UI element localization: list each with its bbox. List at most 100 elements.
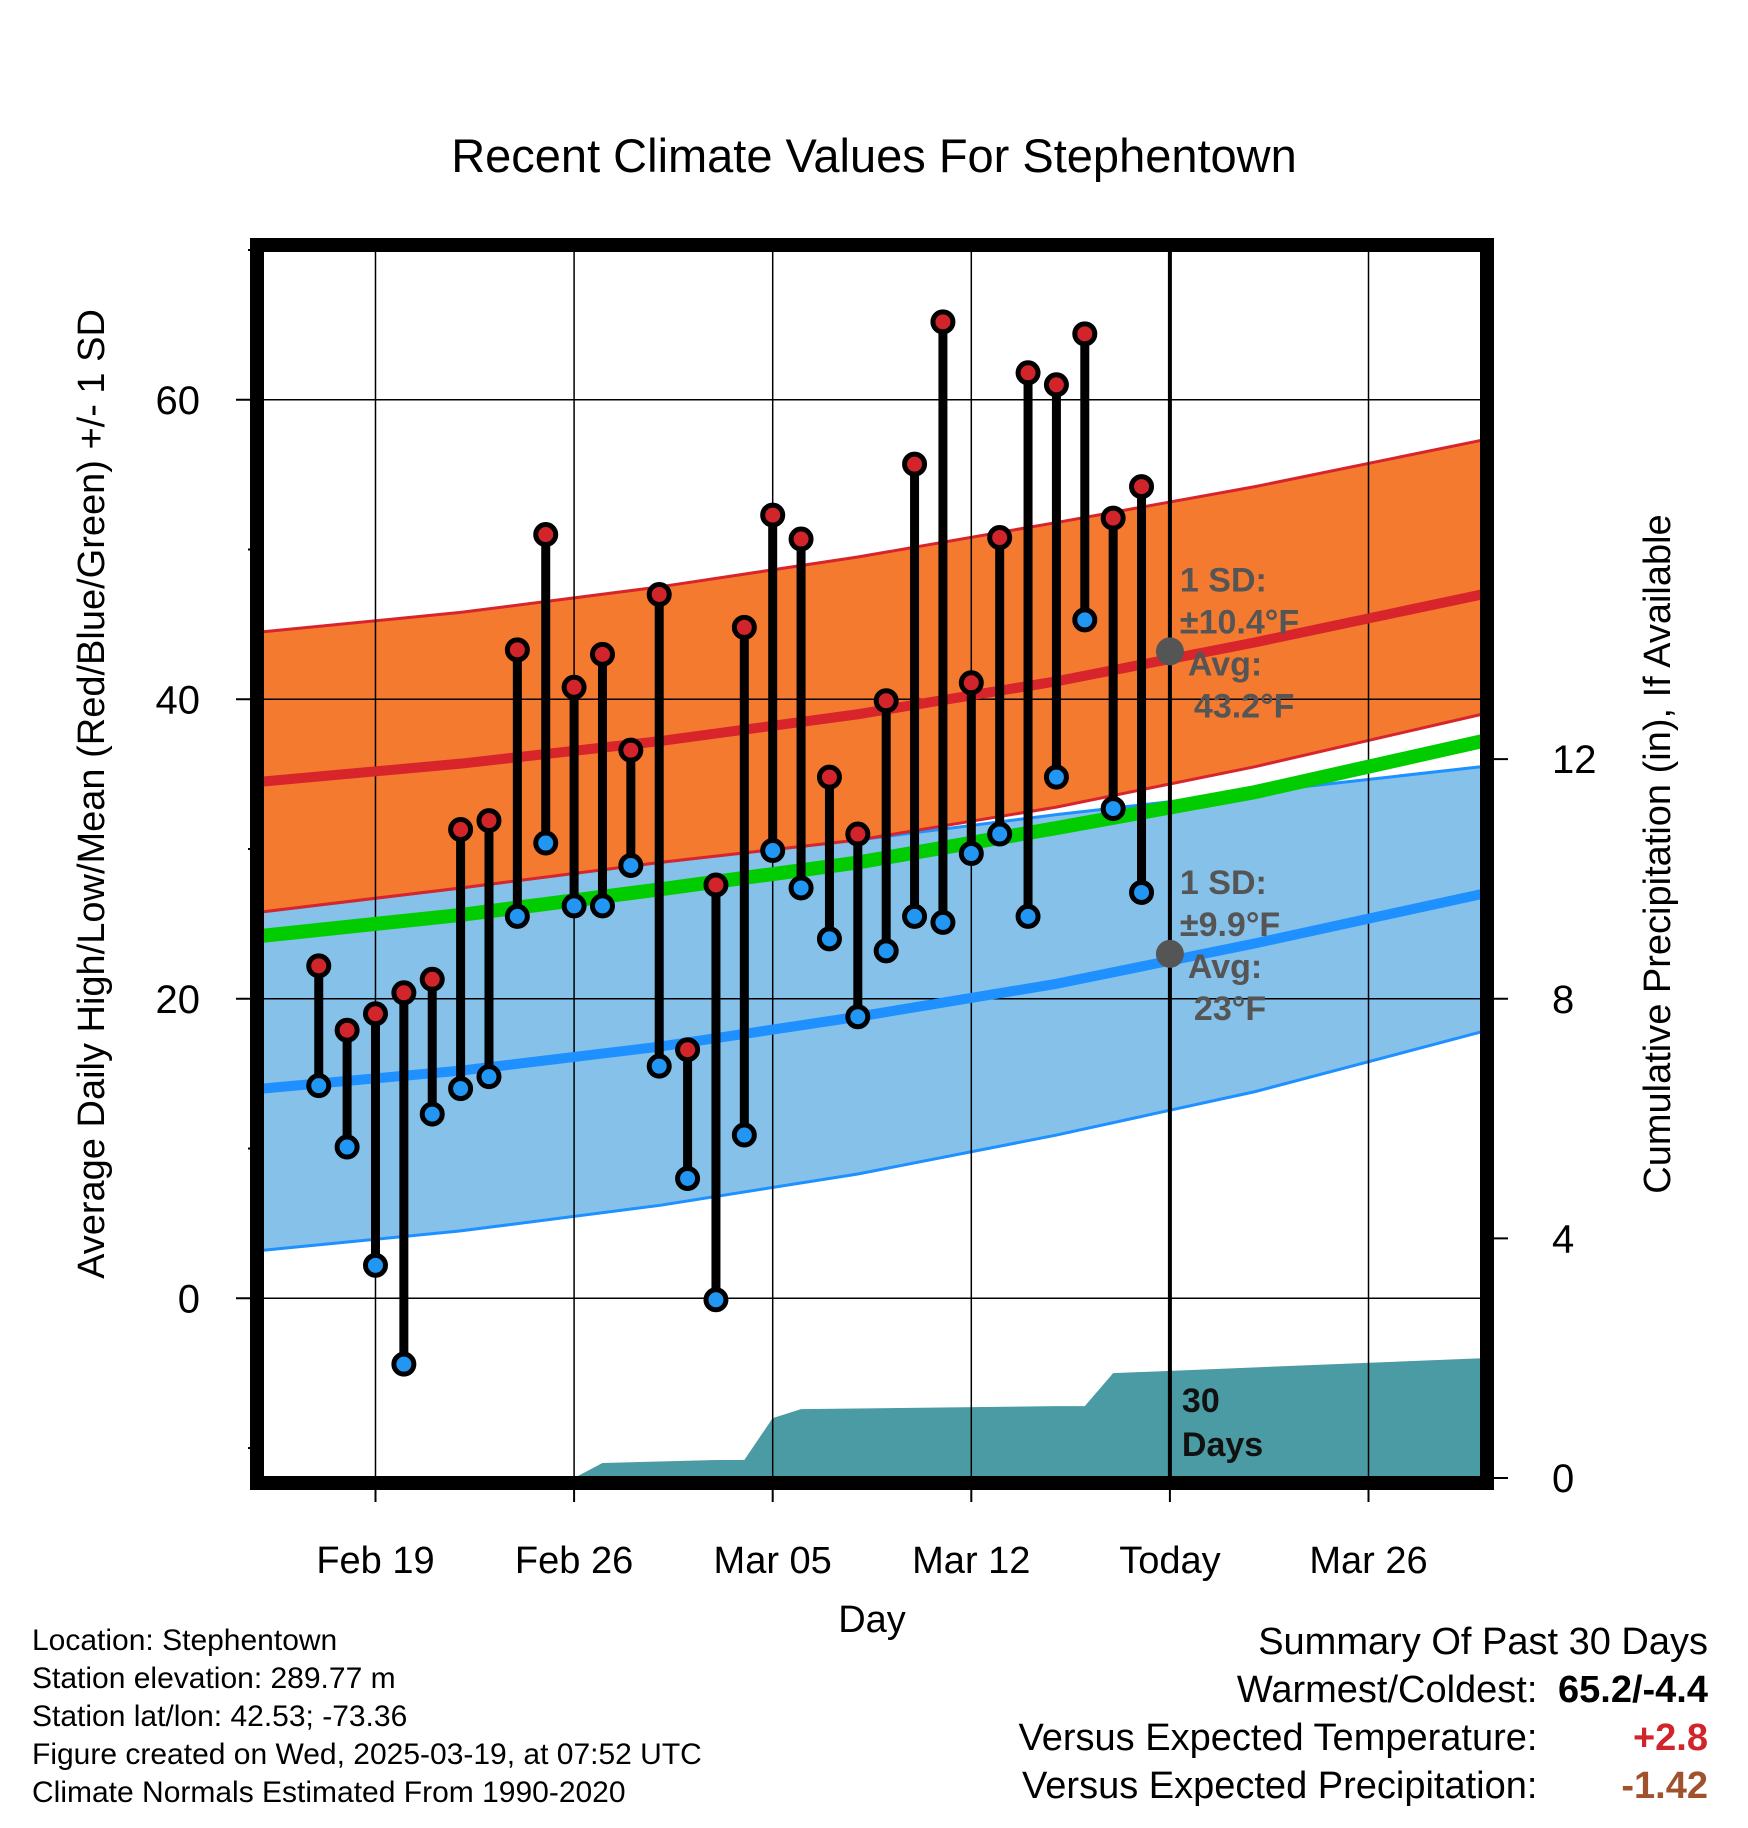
precip-area bbox=[574, 1358, 1482, 1478]
high-point bbox=[334, 1017, 360, 1043]
high-point bbox=[1072, 321, 1098, 347]
high-point bbox=[1015, 360, 1041, 386]
footer-latlon: Station lat/lon: 42.53; -73.36 bbox=[32, 1700, 408, 1733]
summary-warm-value: 65.2/-4.4 bbox=[1558, 1669, 1708, 1711]
axes: 0 20 40 60 0 4 8 12 Feb 19 Feb 26 Mar 05 Mar 12 Toda… bbox=[71, 249, 1679, 1641]
high-point bbox=[958, 670, 984, 696]
footer-normals: Climate Normals Estimated From 1990-2020 bbox=[32, 1776, 626, 1809]
y-tick-label: 60 bbox=[156, 379, 201, 423]
high-point bbox=[362, 1001, 388, 1027]
footer-location: Location: Stephentown bbox=[32, 1624, 338, 1657]
y-tick-label: 20 bbox=[156, 978, 201, 1022]
annotation-text: 1 SD: bbox=[1180, 561, 1267, 599]
low-point bbox=[618, 852, 644, 878]
annotations: 1 SD: ±10.4°F Avg: 43.2°F 1 SD: ±9.9°F Avg: 23°… bbox=[1155, 561, 1299, 1464]
y2-tick-label: 8 bbox=[1552, 978, 1574, 1022]
annotation-text: Avg: bbox=[1188, 948, 1262, 986]
y-tick-label: 0 bbox=[178, 1277, 200, 1321]
high-point bbox=[419, 966, 445, 992]
y-tick-label: 40 bbox=[156, 678, 201, 722]
low-point bbox=[902, 903, 928, 929]
high-point bbox=[845, 821, 871, 847]
footer-elevation: Station elevation: 289.77 m bbox=[32, 1662, 396, 1695]
low-point bbox=[362, 1252, 388, 1278]
precipitation-area bbox=[574, 1358, 1482, 1478]
normal-avg-marker bbox=[1155, 637, 1184, 666]
low-point bbox=[703, 1287, 729, 1313]
low-point bbox=[448, 1076, 474, 1102]
annotation-text: ±9.9°F bbox=[1180, 906, 1280, 944]
x-tick-label: Feb 26 bbox=[515, 1540, 633, 1582]
high-point bbox=[618, 737, 644, 763]
low-point bbox=[731, 1122, 757, 1148]
low-point bbox=[504, 903, 530, 929]
high-point bbox=[589, 641, 615, 667]
x-tick-label: Mar 05 bbox=[714, 1540, 832, 1582]
observed-values bbox=[306, 309, 1155, 1377]
low-point bbox=[930, 909, 956, 935]
low-point bbox=[845, 1004, 871, 1030]
high-point bbox=[1129, 474, 1155, 500]
high-point bbox=[816, 764, 842, 790]
low-sd-band bbox=[262, 766, 1482, 1251]
x-tick-label: Feb 19 bbox=[316, 1540, 434, 1582]
y2-tick-label: 4 bbox=[1552, 1217, 1574, 1261]
high-point bbox=[391, 980, 417, 1006]
high-point bbox=[1043, 372, 1069, 398]
x-tick-label: Mar 26 bbox=[1309, 1540, 1427, 1582]
low-point bbox=[561, 893, 587, 919]
y2-tick-label: 12 bbox=[1552, 738, 1597, 782]
high-point bbox=[703, 872, 729, 898]
low-point bbox=[646, 1053, 672, 1079]
low-point bbox=[391, 1351, 417, 1377]
high-point bbox=[987, 525, 1013, 551]
high-point bbox=[504, 637, 530, 663]
high-point bbox=[873, 688, 899, 714]
high-point bbox=[731, 614, 757, 640]
high-point bbox=[930, 309, 956, 335]
low-point bbox=[1129, 879, 1155, 905]
chart-title: Recent Climate Values For Stephentown bbox=[451, 129, 1297, 182]
low-point bbox=[675, 1165, 701, 1191]
high-point bbox=[646, 581, 672, 607]
high-point bbox=[306, 953, 332, 979]
footer-created: Figure created on Wed, 2025-03-19, at 07… bbox=[32, 1738, 702, 1771]
annotation-text: 23°F bbox=[1194, 990, 1266, 1028]
annotation-text: Avg: bbox=[1188, 645, 1262, 683]
high-point bbox=[1100, 505, 1126, 531]
high-sd-band-upper-edge bbox=[261, 438, 1483, 634]
high-sd-band bbox=[262, 440, 1482, 912]
high-point bbox=[788, 526, 814, 552]
summary-panel: Summary Of Past 30 Days Warmest/Coldest:… bbox=[1019, 1618, 1708, 1810]
annotation-text: 43.2°F bbox=[1194, 687, 1295, 725]
low-point bbox=[1072, 607, 1098, 633]
x-axis-label: Day bbox=[838, 1599, 906, 1641]
precip-days-label: 30 bbox=[1182, 1382, 1220, 1420]
normal-avg-marker bbox=[1155, 939, 1184, 968]
high-point bbox=[476, 808, 502, 834]
summary-temp-label: Versus Expected Temperature: bbox=[1018, 1717, 1538, 1759]
x-tick-label: Mar 12 bbox=[912, 1540, 1030, 1582]
x-tick-label: Today bbox=[1119, 1540, 1220, 1582]
annotation-text: ±10.4°F bbox=[1180, 603, 1299, 641]
low-point bbox=[1015, 903, 1041, 929]
plot-border bbox=[250, 238, 1494, 1490]
y2-axis-label: Cumulative Precipitation (in), If Availa… bbox=[1637, 514, 1679, 1193]
low-point bbox=[1100, 796, 1126, 822]
low-point bbox=[958, 841, 984, 867]
annotation-text: 1 SD: bbox=[1180, 864, 1267, 902]
summary-precip-value: -1.42 bbox=[1621, 1765, 1708, 1807]
high-point bbox=[675, 1037, 701, 1063]
low-point bbox=[419, 1101, 445, 1127]
high-normal-line bbox=[261, 589, 1484, 787]
low-sd-band-lower-edge bbox=[261, 1030, 1483, 1252]
low-point bbox=[1043, 764, 1069, 790]
low-point bbox=[816, 926, 842, 952]
low-point bbox=[788, 875, 814, 901]
high-point bbox=[760, 502, 786, 528]
low-point bbox=[533, 830, 559, 856]
normal-bands bbox=[261, 438, 1483, 1252]
summary-title: Summary Of Past 30 Days bbox=[1258, 1621, 1708, 1663]
precip-days-label: Days bbox=[1182, 1426, 1263, 1464]
